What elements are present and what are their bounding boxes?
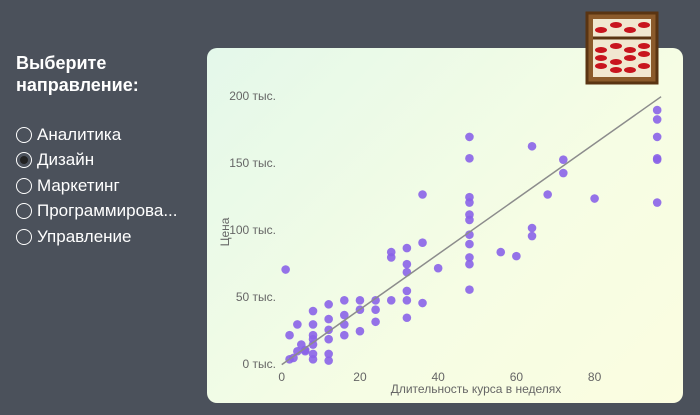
- point: [285, 330, 294, 340]
- point: [465, 132, 474, 142]
- point: [418, 298, 427, 308]
- point: [559, 155, 568, 164]
- radio-button[interactable]: [16, 152, 32, 169]
- radio-button[interactable]: [16, 228, 32, 245]
- x-tick-label: 20: [353, 370, 367, 384]
- point: [402, 296, 412, 305]
- point: [465, 239, 474, 249]
- point: [652, 115, 662, 124]
- x-tick-label: 40: [431, 370, 445, 384]
- point: [308, 354, 318, 364]
- point: [465, 198, 474, 207]
- point: [590, 194, 599, 203]
- radio-option[interactable]: Дизайн: [16, 148, 201, 174]
- point: [402, 313, 412, 323]
- point: [559, 168, 568, 178]
- point: [652, 198, 662, 207]
- point: [527, 141, 537, 151]
- point: [324, 356, 333, 365]
- x-tick-label: 80: [588, 370, 602, 384]
- point: [402, 259, 412, 269]
- point: [512, 251, 521, 261]
- point: [340, 320, 349, 329]
- point: [652, 132, 662, 142]
- point: [324, 349, 333, 359]
- x-tick-label: 0: [278, 370, 285, 384]
- option-label: Управление: [37, 226, 132, 246]
- point: [652, 105, 662, 115]
- point: [386, 296, 396, 305]
- option-label: Дизайн: [37, 150, 95, 170]
- y-tick-label: 100 тыс.: [229, 223, 276, 237]
- point: [371, 317, 380, 327]
- trendline: [281, 96, 662, 366]
- point: [324, 334, 333, 344]
- radio-option[interactable]: Программирова...: [16, 199, 201, 225]
- chart-panel: [207, 48, 683, 403]
- options: Аналитика Дизайн Маркетинг Программирова...…: [16, 122, 201, 250]
- point: [289, 353, 298, 363]
- point: [465, 259, 474, 269]
- point: [465, 154, 474, 163]
- point: [340, 330, 349, 340]
- sidebar: Выберите направление: Аналитика Дизайн Мар…: [16, 52, 201, 250]
- radio-button[interactable]: [16, 203, 32, 220]
- point: [324, 300, 333, 309]
- x-axis-title: Длительность курса в неделях: [391, 382, 562, 396]
- point: [340, 296, 349, 305]
- point: [496, 247, 506, 257]
- point: [308, 330, 318, 340]
- radio-option[interactable]: Аналитика: [16, 122, 201, 148]
- option-label: Программирова...: [37, 201, 178, 221]
- point: [293, 320, 302, 329]
- point: [527, 231, 537, 241]
- x-tick-label: 60: [510, 370, 524, 384]
- point: [465, 285, 474, 294]
- point: [402, 243, 412, 253]
- point: [308, 340, 318, 349]
- point: [355, 296, 365, 305]
- y-tick-label: 150 тыс.: [229, 156, 276, 170]
- point: [402, 286, 412, 296]
- point: [324, 325, 333, 335]
- point: [355, 326, 365, 336]
- point: [465, 230, 474, 239]
- point: [543, 190, 552, 199]
- point: [371, 305, 380, 315]
- radio-button[interactable]: [16, 177, 32, 194]
- point: [371, 296, 380, 305]
- y-axis-title: Цена: [218, 217, 232, 246]
- y-tick-label: 200 тыс.: [229, 89, 276, 103]
- point: [402, 267, 412, 277]
- point: [465, 253, 474, 262]
- radio-option[interactable]: Маркетинг: [16, 173, 201, 199]
- point: [340, 310, 349, 320]
- radio-option[interactable]: Управление: [16, 224, 201, 250]
- option-label: Маркетинг: [37, 175, 120, 195]
- y-tick-label: 50 тыс.: [236, 290, 276, 304]
- point: [293, 346, 302, 356]
- point: [418, 238, 427, 248]
- radio-button[interactable]: [16, 126, 32, 143]
- point: [324, 314, 333, 324]
- point: [281, 265, 290, 274]
- sidebar-title: Выберите направление:: [16, 53, 139, 95]
- option-label: Аналитика: [37, 124, 122, 144]
- point: [652, 155, 662, 164]
- point: [433, 263, 443, 273]
- point: [308, 306, 318, 316]
- point: [386, 253, 396, 262]
- point: [308, 320, 318, 329]
- point: [527, 223, 537, 233]
- point: [465, 215, 474, 225]
- y-tick-label: 0 тыс.: [243, 357, 276, 371]
- abacus-icon: [585, 11, 659, 85]
- point: [418, 190, 427, 199]
